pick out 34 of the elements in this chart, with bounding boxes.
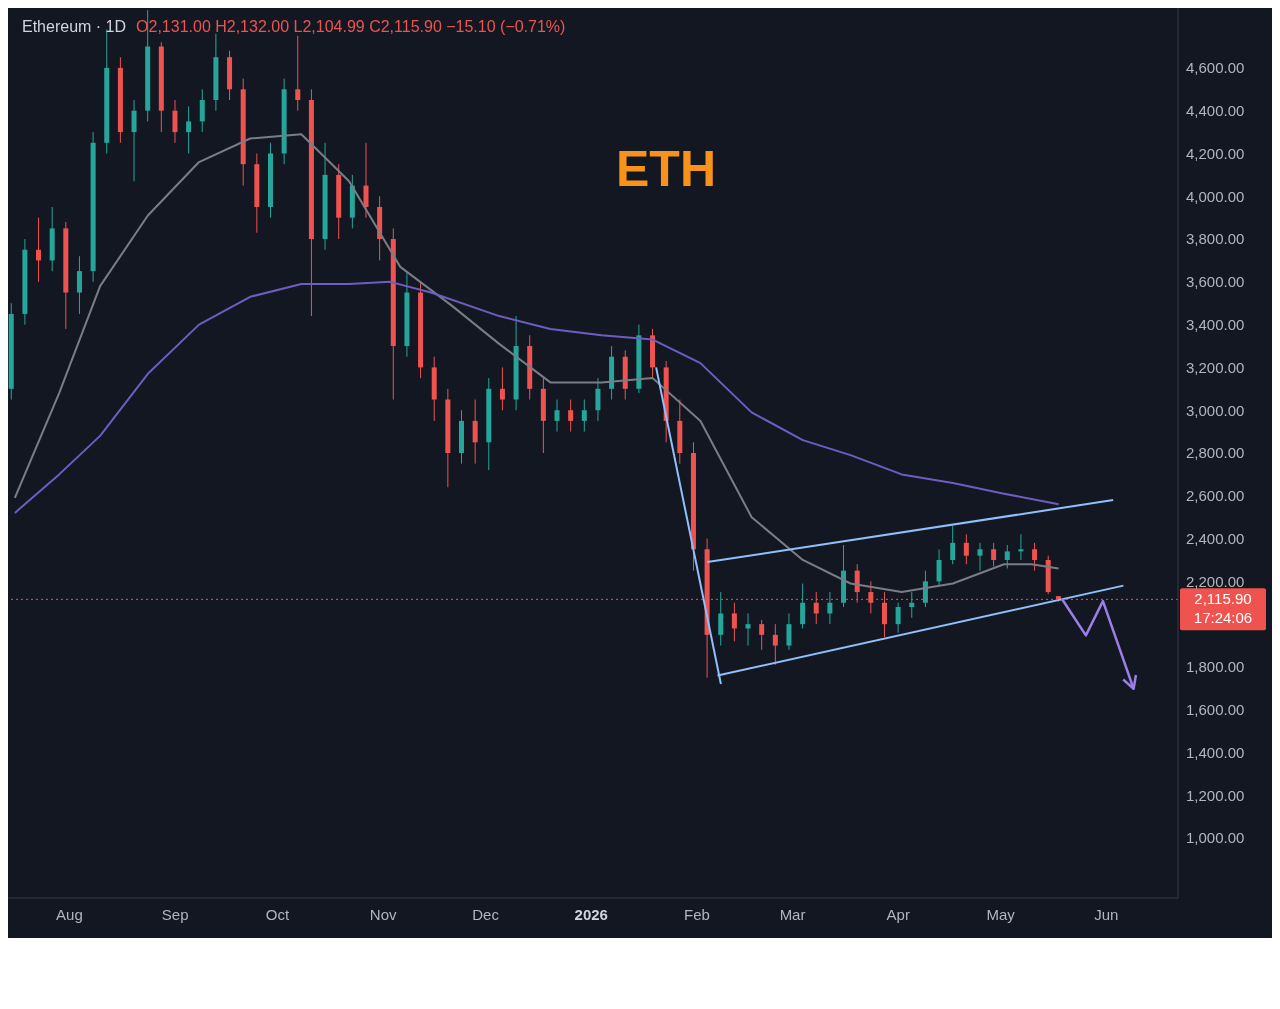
x-tick-label: Feb xyxy=(684,906,710,923)
y-tick-label: 1,200.00 xyxy=(1186,786,1245,804)
y-tick-label: 3,600.00 xyxy=(1186,273,1245,291)
y-tick-label: 2,800.00 xyxy=(1186,444,1245,462)
x-tick-label: May xyxy=(986,906,1016,923)
y-tick-label: 1,800.00 xyxy=(1186,658,1245,676)
y-tick-label: 2,600.00 xyxy=(1186,487,1245,505)
y-tick-label: 3,800.00 xyxy=(1186,230,1245,248)
x-tick-label: 2026 xyxy=(574,906,608,923)
x-tick-label: Aug xyxy=(56,906,83,923)
x-tick-label: Oct xyxy=(265,906,290,923)
y-tick-label: 3,000.00 xyxy=(1186,401,1245,419)
ref-line-label: 2,115.90 xyxy=(1194,590,1252,608)
x-tick-label: Jun xyxy=(1094,906,1119,923)
text: Ethereum · 1D xyxy=(22,18,127,36)
y-tick-label: 1,000.00 xyxy=(1186,829,1245,847)
y-tick-label: 2,400.00 xyxy=(1186,529,1245,547)
x-tick-label: Nov xyxy=(369,906,398,923)
y-tick-label: 2,200.00 xyxy=(1186,572,1245,590)
y-tick-label: 4,400.00 xyxy=(1186,102,1245,120)
text: 17:24:06 xyxy=(1193,609,1253,627)
y-tick-label: 3,400.00 xyxy=(1186,315,1245,333)
x-tick-label: Sep xyxy=(161,906,189,923)
y-tick-label: 1,600.00 xyxy=(1186,701,1245,719)
x-tick-label: Apr xyxy=(886,906,910,923)
y-tick-label: 4,000.00 xyxy=(1186,187,1245,205)
x-tick-label: Dec xyxy=(472,906,500,923)
y-tick-label: 4,200.00 xyxy=(1186,144,1245,162)
x-tick-label: Mar xyxy=(779,906,806,923)
text: O2,131.00 H2,132.00 L2,104.99 C2,115.90 −15.10 (−0.71%) xyxy=(136,18,566,36)
y-tick-label: 1,400.00 xyxy=(1186,743,1245,761)
y-tick-label: 3,200.00 xyxy=(1186,358,1245,376)
annotation: ETH xyxy=(616,140,716,198)
y-tick-label: 4,600.00 xyxy=(1186,59,1245,77)
